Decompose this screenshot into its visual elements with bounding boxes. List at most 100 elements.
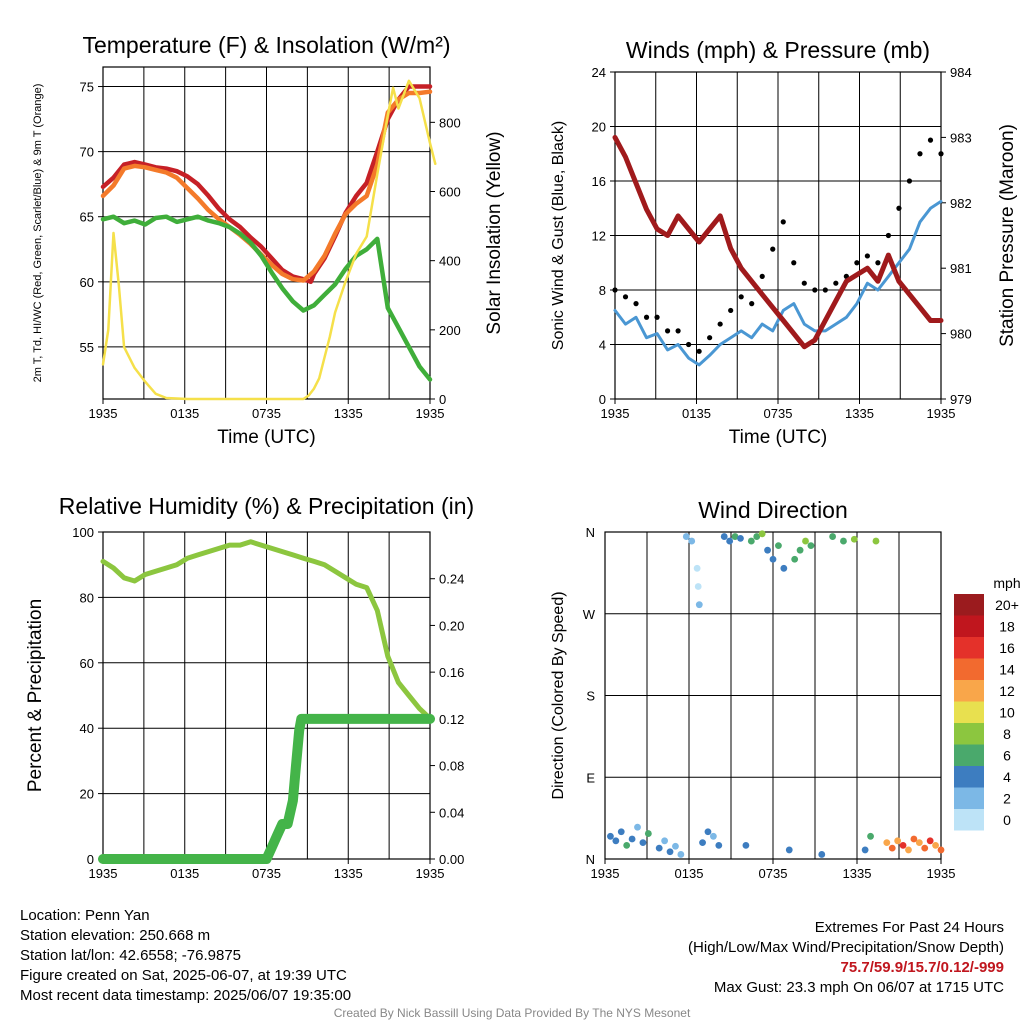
- direction-point: [775, 542, 782, 550]
- y-tick-label-right: 984: [950, 65, 972, 80]
- created-text: Figure created on Sat, 2025-06-07, at 19…: [20, 967, 347, 984]
- y-tick-label-right: 0.08: [439, 759, 464, 774]
- direction-point: [910, 835, 918, 843]
- y-tick-label-left: 40: [80, 721, 94, 736]
- direction-point: [694, 583, 702, 590]
- y-tick-label-left: 12: [592, 229, 606, 244]
- y-tick-label-left: N: [586, 852, 595, 867]
- y-axis-label-left: Sonic Wind & Gust (Blue, Black): [550, 121, 567, 350]
- y-tick-label-right: 0.12: [439, 712, 464, 727]
- x-tick-label: 1335: [845, 406, 874, 421]
- gust-point: [812, 287, 818, 293]
- credit-line: Created By Nick Bassill Using Data Provi…: [333, 1006, 691, 1020]
- series-line-precipitation: [98, 713, 435, 864]
- y-tick-label-right: 979: [950, 392, 972, 407]
- direction-point: [861, 846, 869, 854]
- x-tick-label: 0735: [759, 866, 788, 881]
- direction-point: [672, 842, 679, 850]
- extremes-subtitle: (High/Low/Max Wind/Precipitation/Snow De…: [688, 939, 1004, 956]
- y-tick-label-left: 16: [592, 174, 606, 189]
- y-axis-label-left: Direction (Colored By Speed): [550, 591, 567, 799]
- legend-label: 16: [999, 640, 1015, 656]
- y-tick-label-left: 70: [80, 145, 94, 160]
- y-axis-label-right: Station Pressure (Maroon): [997, 124, 1018, 347]
- legend-label: 6: [1003, 748, 1011, 764]
- y-tick-label-left: 80: [80, 590, 94, 605]
- direction-point: [867, 832, 874, 840]
- gust-point: [885, 232, 892, 239]
- y-tick-label-right: 0.04: [439, 805, 464, 820]
- x-axis-label: Time (UTC): [729, 427, 828, 448]
- direction-point: [905, 846, 912, 854]
- y-tick-label-left: 8: [599, 283, 606, 298]
- y-tick-label-right: 800: [439, 115, 461, 130]
- direction-point: [937, 846, 945, 854]
- x-tick-label: 1935: [416, 406, 445, 421]
- series-line-sonic-wind: [613, 199, 943, 367]
- legend-label: 8: [1003, 726, 1011, 742]
- station-info: Location: Penn Yan Station elevation: 25…: [20, 906, 351, 1006]
- y-tick-label-left: 20: [80, 787, 94, 802]
- direction-point: [677, 851, 685, 858]
- y-tick-label-right: 0.20: [439, 618, 464, 633]
- x-tick-label: 1935: [89, 406, 118, 421]
- y-tick-label-right: 980: [950, 327, 972, 342]
- gust-point: [906, 178, 913, 184]
- direction-point: [932, 841, 939, 849]
- direction-point: [888, 844, 896, 852]
- legend-swatch: [954, 787, 984, 809]
- extremes-title: Extremes For Past 24 Hours: [814, 919, 1004, 936]
- direction-point: [840, 537, 847, 545]
- legend-label: 10: [999, 705, 1015, 721]
- direction-point: [764, 546, 771, 554]
- y-tick-label-left: 100: [72, 525, 94, 540]
- direction-point: [726, 537, 734, 545]
- recent-text: Most recent data timestamp: 2025/06/07 1…: [20, 987, 352, 1004]
- direction-point: [644, 830, 652, 837]
- legend-swatch: [954, 701, 984, 723]
- legend-label: 4: [1003, 769, 1011, 785]
- direction-point: [807, 542, 815, 550]
- legend-label: 14: [999, 662, 1015, 678]
- y-tick-label-left: 65: [80, 210, 94, 225]
- y-tick-label-left: E: [586, 770, 595, 785]
- direction-point: [747, 537, 755, 545]
- y-tick-label-left: 4: [599, 338, 606, 353]
- gust-point: [622, 294, 629, 300]
- speed-legend: mph 20+ 18 16 14 12 10 8 6 4 2 0: [954, 575, 1021, 831]
- legend-title: mph: [993, 575, 1020, 591]
- gust-point: [707, 335, 713, 341]
- direction-point: [796, 546, 804, 554]
- x-tick-label: 0135: [170, 406, 199, 421]
- legend-swatch: [954, 637, 984, 659]
- series-line-2m-t: [100, 84, 433, 285]
- direction-point: [872, 537, 880, 545]
- y-tick-label-left: N: [586, 525, 595, 540]
- legend-swatch: [954, 658, 984, 680]
- direction-point: [829, 533, 837, 540]
- direction-point: [704, 828, 712, 836]
- y-tick-label-left: 75: [80, 80, 94, 95]
- gust-point: [643, 314, 650, 320]
- y-tick-label-left: 55: [80, 340, 94, 355]
- direction-point: [769, 555, 777, 563]
- y-tick-label-right: 600: [439, 185, 461, 200]
- y-tick-label-right: 983: [950, 130, 972, 145]
- latlon-text: Station lat/lon: 42.6558; -76.9875: [20, 947, 242, 964]
- direction-point: [682, 533, 690, 540]
- chart-title: Temperature (F) & Insolation (W/m²): [82, 32, 450, 58]
- gust-point: [791, 260, 797, 266]
- y-tick-label-left: 24: [592, 65, 606, 80]
- legend-label: 18: [999, 619, 1015, 635]
- x-tick-label: 1335: [843, 866, 872, 881]
- x-axis-label: Time (UTC): [217, 427, 316, 448]
- x-tick-label: 0135: [170, 866, 199, 881]
- y-axis-label-left: Percent & Precipitation: [25, 599, 46, 792]
- y-tick-label-left: S: [586, 689, 595, 704]
- legend-swatch: [954, 680, 984, 702]
- y-tick-label-right: 400: [439, 254, 461, 269]
- direction-point: [628, 835, 636, 843]
- gust-point: [917, 151, 923, 157]
- legend-swatch: [954, 615, 984, 637]
- y-tick-label-right: 0.24: [439, 572, 464, 587]
